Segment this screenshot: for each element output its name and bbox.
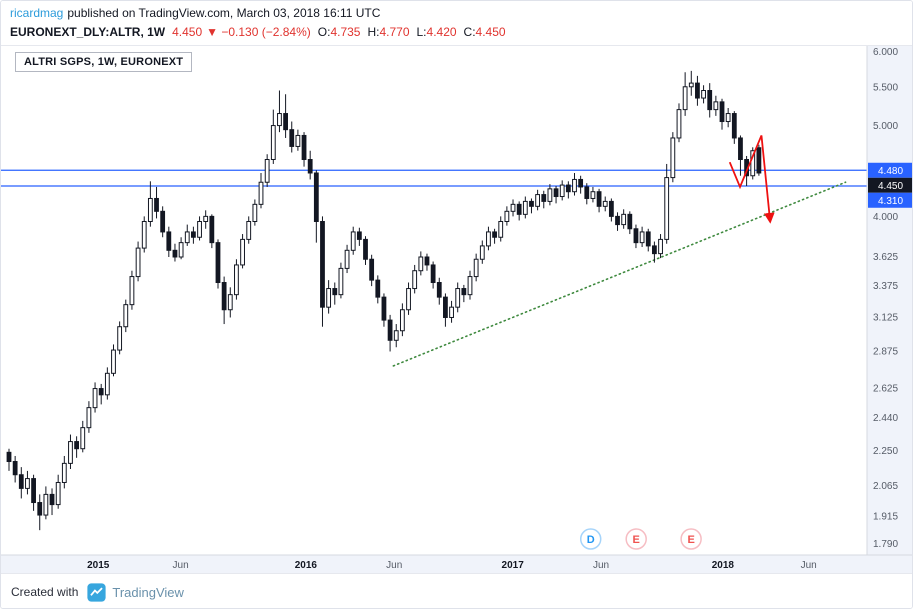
candles	[6, 70, 762, 531]
symbol-title: EURONEXT_DLY:ALTR, 1W	[10, 25, 166, 39]
time-tick-label: 2015	[87, 560, 110, 571]
chart-area: 6.000 5.500 5.000 4.000 3.625 3.375 3.125 2.875…	[1, 45, 913, 574]
forecast-arrow[interactable]	[728, 135, 775, 224]
price-tick-label: 3.125	[873, 312, 898, 323]
time-tick-label: Jun	[801, 560, 817, 571]
time-axis-bg	[1, 555, 912, 574]
footer: Created with TradingView	[1, 573, 912, 608]
time-tick-label: 2016	[295, 560, 318, 571]
price-tick-label: 5.000	[873, 121, 898, 132]
price-tick-label: 6.000	[873, 47, 898, 58]
price-tick-label: 3.625	[873, 252, 898, 263]
trendline[interactable]	[392, 181, 847, 367]
price-tick-label: 2.250	[873, 446, 898, 457]
price-tick-label: 2.065	[873, 481, 898, 492]
created-with-text: Created with	[11, 585, 79, 599]
price-change: ▼ −0.130 (−2.84%)	[206, 25, 311, 39]
svg-text:4.310: 4.310	[878, 196, 903, 207]
publish-info: ricardmag published on TradingView.com, M…	[10, 6, 380, 20]
time-tick-label: Jun	[593, 560, 609, 571]
time-tick-label: 2018	[712, 560, 735, 571]
time-tick-label: Jun	[386, 560, 402, 571]
symbol-line: EURONEXT_DLY:ALTR, 1W 4.450 ▼ −0.130 (−2.8…	[10, 25, 506, 39]
svg-text:4.480: 4.480	[878, 166, 903, 177]
price-tick-label: 3.375	[873, 281, 898, 292]
price-tick-label: 5.500	[873, 82, 898, 93]
price-tick-label: 1.790	[873, 539, 898, 550]
ohlc-high: H:4.770	[367, 25, 410, 39]
ohlc-low: L:4.420	[416, 25, 457, 39]
price-axis-bg	[867, 46, 912, 574]
svg-text:4.450: 4.450	[878, 181, 903, 192]
tradingview-logo-icon	[87, 582, 106, 602]
price-tick-label: 4.000	[873, 212, 898, 223]
price-badge: 4.480	[868, 162, 912, 178]
price-tick-label: 2.440	[873, 413, 898, 424]
price-tick-label: 2.875	[873, 346, 898, 357]
ohlc-close: C:4.450	[463, 25, 506, 39]
price-badge: 4.450	[868, 177, 912, 193]
price-tick-label: 1.915	[873, 512, 898, 523]
chart-legend[interactable]: ALTRI SGPS, 1W, EURONEXT	[15, 52, 193, 72]
author-link[interactable]: ricardmag	[10, 6, 64, 20]
event-marker-e[interactable]: E	[625, 528, 647, 550]
tradingview-brand-link[interactable]: TradingView	[112, 584, 184, 600]
price-chart[interactable]: 6.000 5.500 5.000 4.000 3.625 3.375 3.125 2.875…	[1, 46, 913, 574]
svg-text:E: E	[687, 534, 694, 546]
header: ricardmag published on TradingView.com, M…	[1, 1, 912, 45]
time-tick-label: Jun	[173, 560, 189, 571]
time-tick-label: 2017	[502, 560, 525, 571]
svg-text:D: D	[587, 534, 595, 546]
event-marker-e[interactable]: E	[680, 528, 702, 550]
ohlc-open: O:4.735	[317, 25, 361, 39]
last-price: 4.450	[172, 25, 203, 39]
svg-text:E: E	[633, 534, 640, 546]
price-badge: 4.310	[868, 192, 912, 208]
price-tick-label: 2.625	[873, 383, 898, 394]
event-marker-d[interactable]: D	[579, 528, 602, 550]
published-text: published on TradingView.com, March 03, …	[67, 6, 381, 20]
